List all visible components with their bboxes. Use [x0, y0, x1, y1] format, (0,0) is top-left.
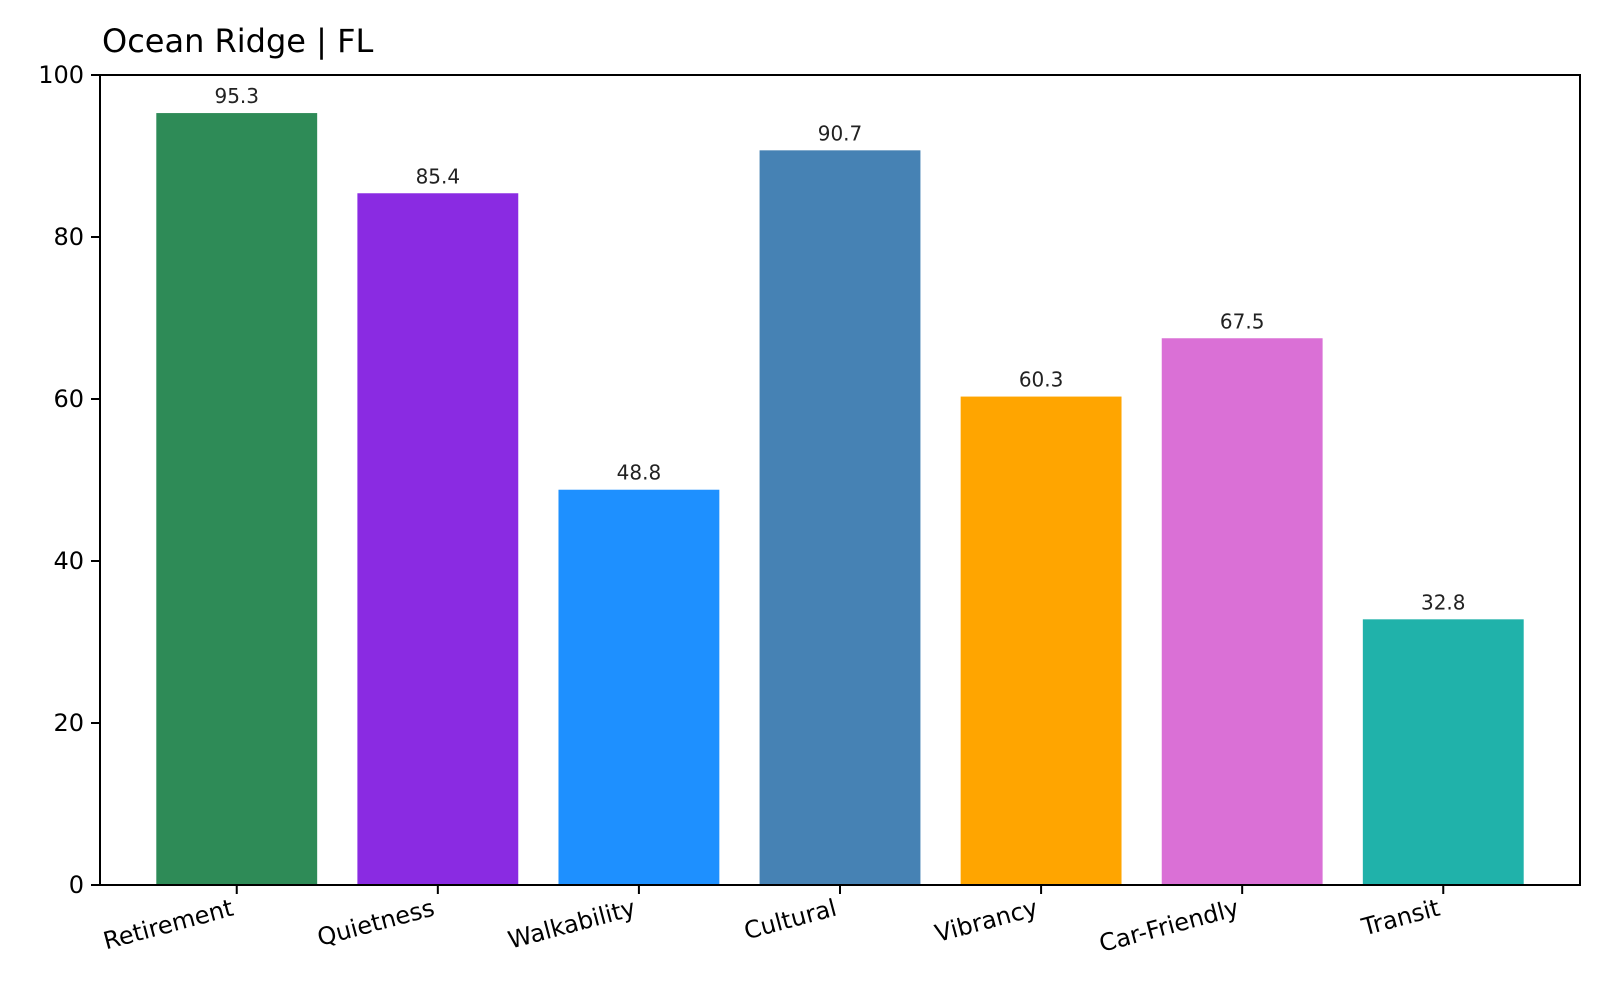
- data-label: 32.8: [1421, 590, 1466, 614]
- data-label: 90.7: [818, 121, 863, 145]
- x-tick-label: Vibrancy: [932, 894, 1041, 948]
- bar-car-friendly: [1161, 338, 1323, 885]
- x-tick-label: Car-Friendly: [1096, 894, 1242, 958]
- bar-transit: [1362, 619, 1524, 885]
- bar-walkability: [558, 489, 720, 885]
- x-tick-label: Quietness: [314, 894, 437, 952]
- data-label: 67.5: [1220, 309, 1265, 333]
- chart-title: Ocean Ridge | FL: [102, 22, 374, 60]
- y-tick-label: 60: [53, 385, 84, 413]
- data-labels-group: 95.3 85.4 48.8 90.7 60.3 67.5 32.8: [214, 84, 1465, 614]
- data-label: 95.3: [214, 84, 259, 108]
- data-label: 60.3: [1019, 368, 1064, 392]
- x-tick-label: Transit: [1358, 894, 1443, 942]
- x-tick-label: Cultural: [741, 894, 840, 946]
- x-tick-label: Walkability: [505, 894, 638, 955]
- plot-frame: [99, 74, 1581, 886]
- bars-group: [156, 113, 1524, 885]
- bar-retirement: [156, 113, 318, 885]
- bar-quietness: [357, 193, 519, 885]
- data-label: 85.4: [416, 164, 461, 188]
- bar-cultural: [759, 150, 921, 885]
- x-axis: Retirement Quietness Walkability Cultural Vi…: [100, 885, 1445, 958]
- data-label: 48.8: [617, 461, 662, 485]
- x-tick-label: Retirement: [100, 894, 236, 956]
- y-tick-label: 80: [53, 223, 84, 251]
- y-tick-label: 40: [53, 547, 84, 575]
- y-tick-label: 100: [38, 61, 84, 89]
- bar-vibrancy: [960, 396, 1122, 885]
- y-axis: 0 20 40 60 80 100: [38, 61, 100, 899]
- y-tick-label: 20: [53, 709, 84, 737]
- y-tick-label: 0: [69, 871, 84, 899]
